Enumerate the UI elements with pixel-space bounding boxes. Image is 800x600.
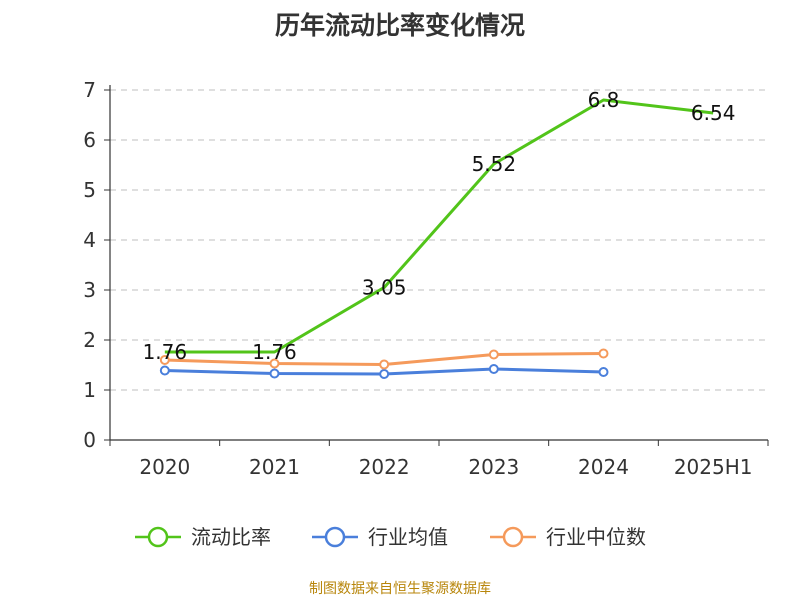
x-tick-label: 2022 xyxy=(359,455,410,479)
series-point xyxy=(379,359,390,370)
data-label: 1.76 xyxy=(143,340,188,364)
series-point xyxy=(269,358,280,369)
y-tick-label: 7 xyxy=(83,78,96,102)
data-label: 6.54 xyxy=(691,101,736,125)
data-label: 3.05 xyxy=(362,276,407,300)
grid-lines xyxy=(110,89,768,391)
series-point xyxy=(269,368,280,379)
x-tick-label: 2023 xyxy=(468,455,519,479)
y-tick-label: 2 xyxy=(83,328,96,352)
series-point xyxy=(159,355,170,365)
series-line-0 xyxy=(164,98,714,354)
data-labels: 1.76 1.76 3.05 5.52 6.8 6.54 xyxy=(143,88,736,364)
y-tick-label: 5 xyxy=(83,178,96,202)
y-tick-label: 4 xyxy=(83,228,96,252)
series-point xyxy=(598,348,609,359)
data-label: 6.8 xyxy=(588,88,620,112)
legend-label: 行业中位数 xyxy=(546,525,646,549)
data-label: 5.52 xyxy=(472,152,517,176)
legend-marker xyxy=(502,526,524,548)
series-point xyxy=(159,365,170,376)
series-point xyxy=(598,367,609,377)
data-label: 1.76 xyxy=(252,340,297,364)
legend-label: 行业均值 xyxy=(368,525,448,549)
series-lines xyxy=(159,98,714,379)
x-tick-label: 2020 xyxy=(139,455,190,479)
chart-title: 历年流动比率变化情况 xyxy=(274,11,525,40)
x-tick-label: 2024 xyxy=(578,455,629,479)
legend[interactable]: 流动比率 行业均值 行业中位数 xyxy=(135,525,646,549)
y-tick-label: 1 xyxy=(83,378,96,402)
legend-item-1[interactable]: 行业均值 xyxy=(312,525,448,549)
source-note: 制图数据来自恒生聚源数据库 xyxy=(309,581,491,597)
y-tick-label: 0 xyxy=(83,428,96,452)
x-tick-label: 2025H1 xyxy=(674,455,753,479)
series-point xyxy=(488,349,499,360)
y-tick-label: 6 xyxy=(83,128,96,152)
series-point xyxy=(379,369,390,379)
legend-marker xyxy=(147,526,169,548)
axes: 0 1 2 3 4 5 6 7 2020 2021 2022 2023 2024 2025H1 xyxy=(83,78,769,479)
y-tick-label: 3 xyxy=(83,278,96,302)
legend-item-2[interactable]: 行业中位数 xyxy=(490,525,646,549)
series-point xyxy=(488,364,499,374)
x-tick-label: 2021 xyxy=(249,455,300,479)
legend-label: 流动比率 xyxy=(191,525,271,549)
legend-item-0[interactable]: 流动比率 xyxy=(135,525,271,549)
legend-marker xyxy=(324,526,346,548)
